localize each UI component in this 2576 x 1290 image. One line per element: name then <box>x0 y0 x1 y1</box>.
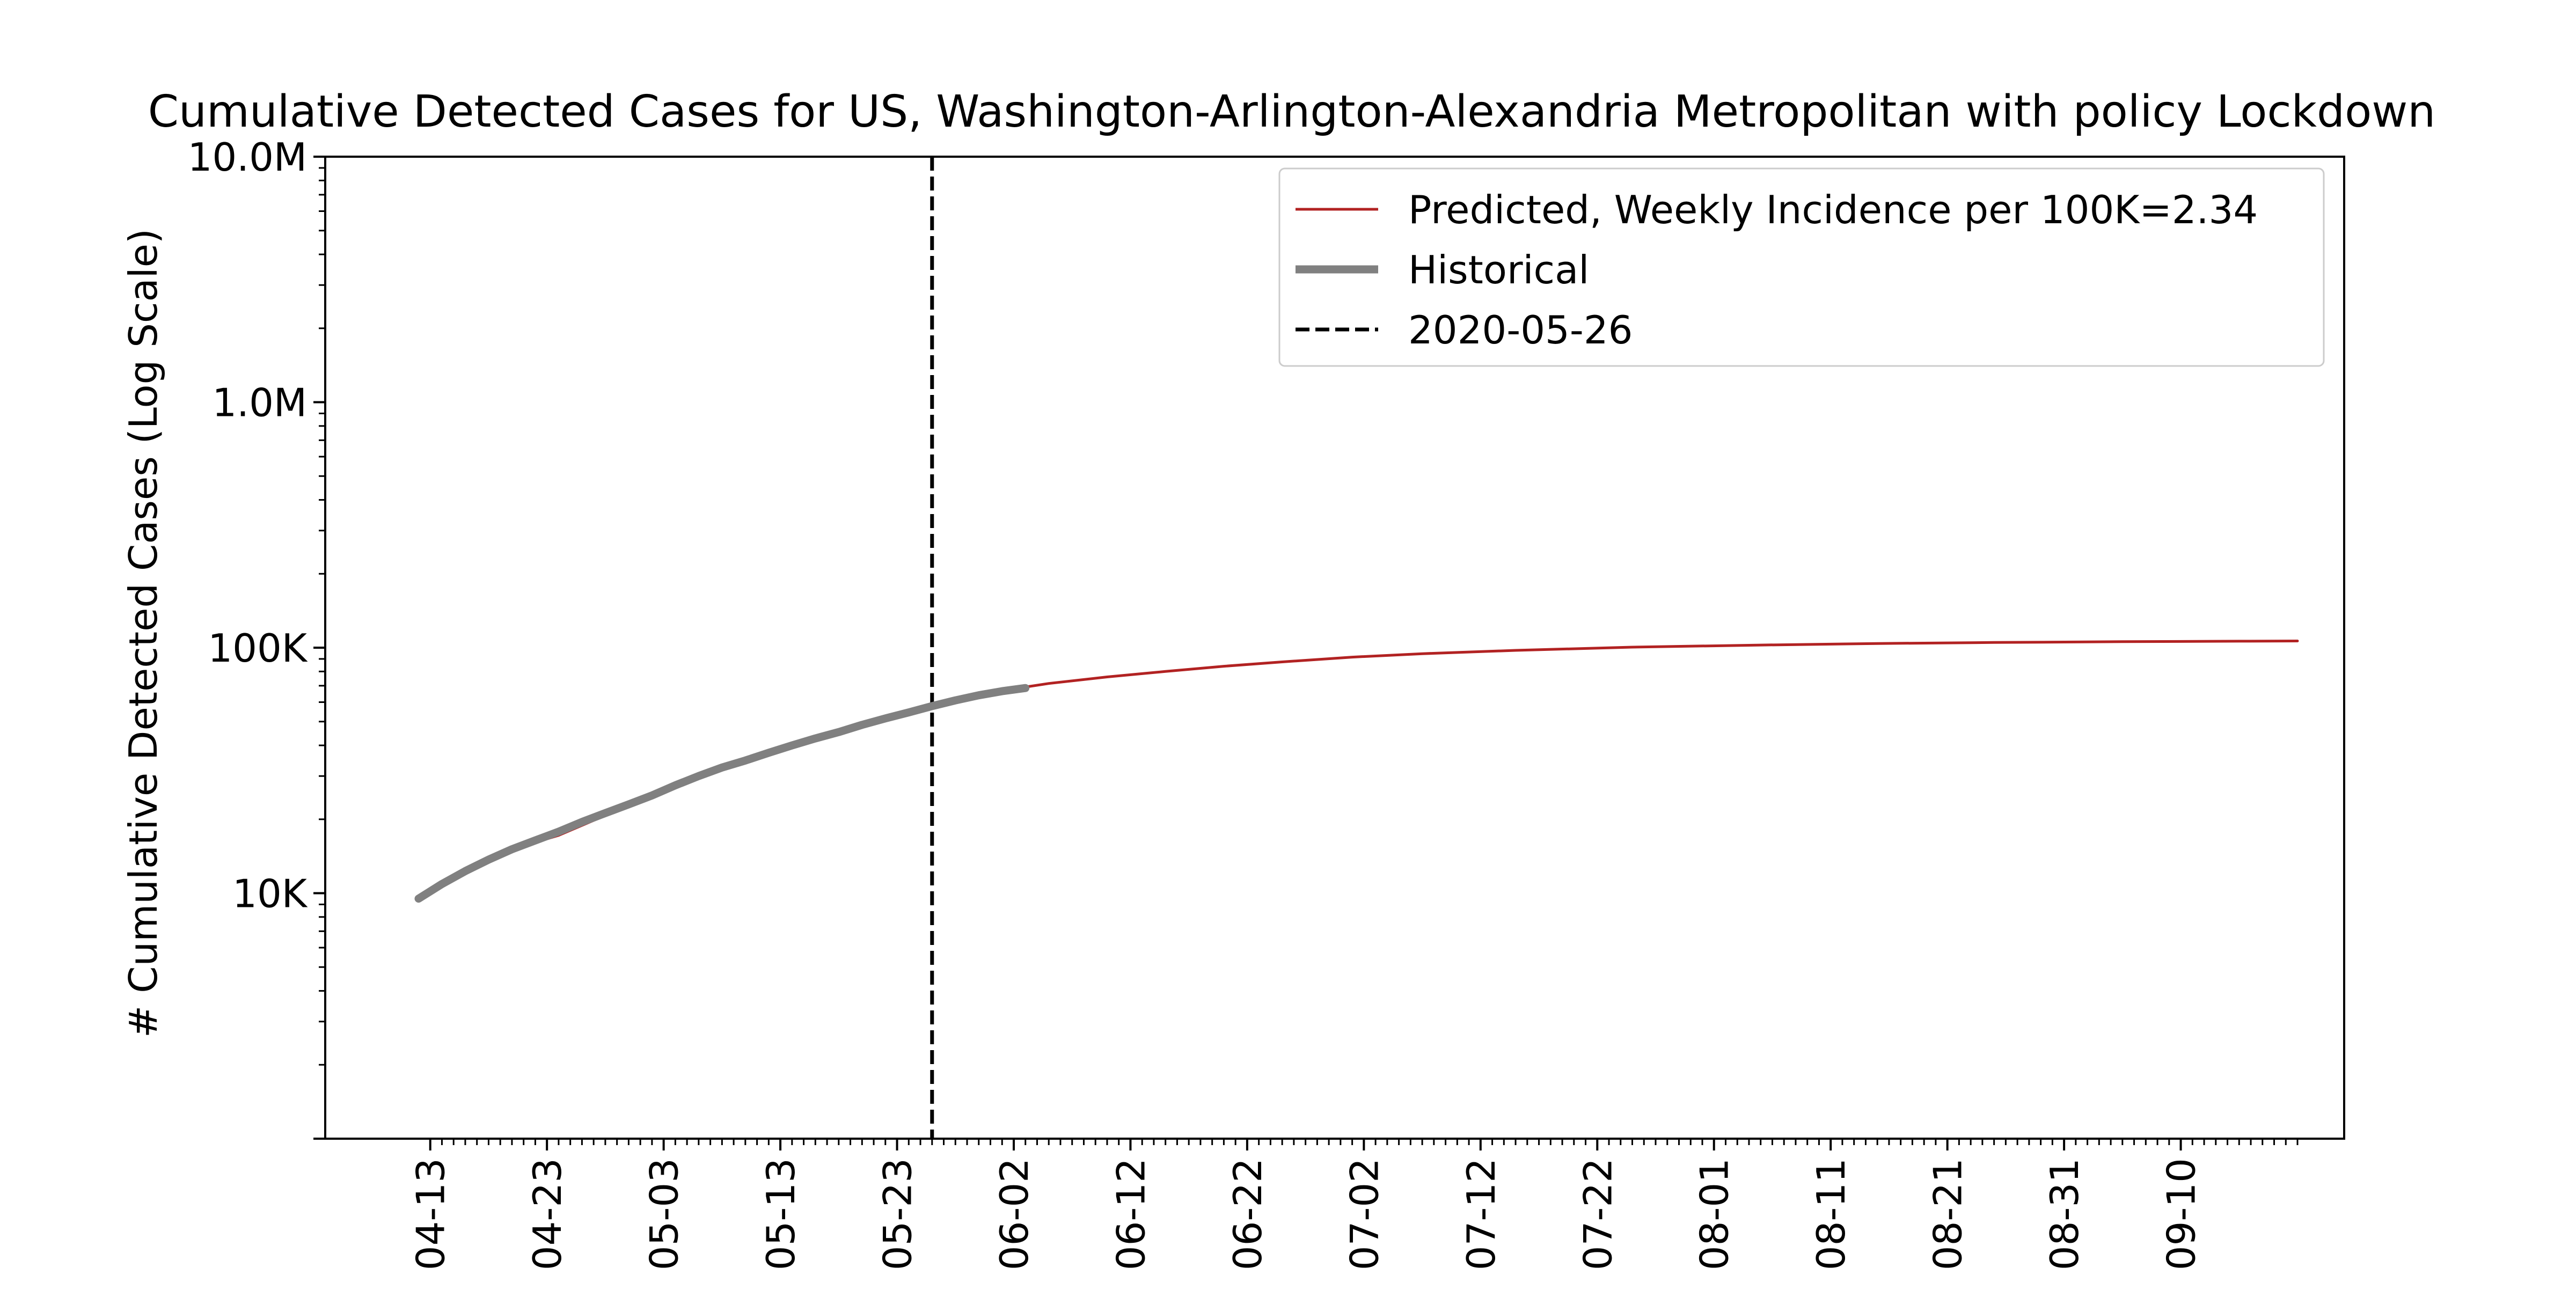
legend-label: Predicted, Weekly Incidence per 100K=2.3… <box>1408 187 2258 232</box>
x-tick-label: 08-11 <box>1809 1158 1854 1270</box>
x-tick-label: 07-22 <box>1575 1158 1620 1270</box>
plot-area: 10K 100K 1.0M 10.0M 04-13 04-23 05-03 05-13 05-2… <box>188 135 2345 1270</box>
x-tick-label: 04-23 <box>525 1158 570 1270</box>
x-tick-label: 05-23 <box>875 1158 920 1270</box>
y-tick-label: 100K <box>208 626 308 671</box>
historical-series-line <box>414 684 1030 903</box>
x-tick-label: 04-13 <box>408 1158 453 1270</box>
x-tick-label: 08-21 <box>1926 1158 1971 1270</box>
predicted-series-line <box>417 640 2299 900</box>
legend-label: Historical <box>1408 247 1589 292</box>
chart-title: Cumulative Detected Cases for US, Washin… <box>148 86 2436 137</box>
x-tick-label: 05-03 <box>642 1158 687 1270</box>
legend-box <box>1278 167 2325 367</box>
x-tick-label: 06-02 <box>992 1158 1037 1270</box>
y-tick-label: 1.0M <box>212 380 307 426</box>
x-tick-label: 09-10 <box>2159 1158 2204 1270</box>
y-tick-label: 10.0M <box>188 135 307 180</box>
y-tick-label: 10K <box>232 871 308 917</box>
y-axis-label: # Cumulative Detected Cases (Log Scale) <box>121 229 166 1038</box>
legend-label: 2020-05-26 <box>1408 307 1633 353</box>
legend: Predicted, Weekly Incidence per 100K=2.3… <box>1278 167 2325 367</box>
x-tick-label: 06-12 <box>1108 1158 1153 1270</box>
x-tick-label: 06-22 <box>1225 1158 1270 1270</box>
x-tick-label: 08-01 <box>1692 1158 1737 1270</box>
x-tick-label: 05-13 <box>758 1158 803 1270</box>
x-tick-label: 07-12 <box>1459 1158 1504 1270</box>
x-tick-label: 08-31 <box>2042 1158 2087 1270</box>
x-tick-label: 07-02 <box>1342 1158 1387 1270</box>
